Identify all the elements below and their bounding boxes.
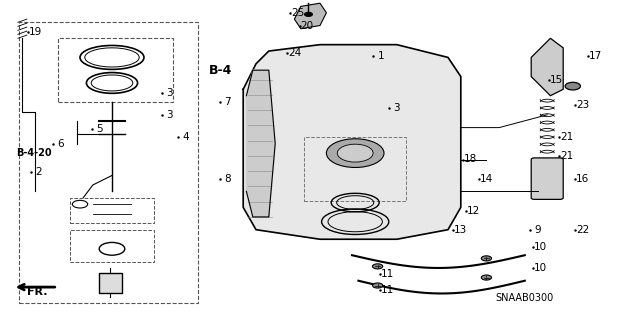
Circle shape [305, 12, 312, 16]
Bar [99, 273, 122, 293]
Text: 19: 19 [29, 27, 42, 37]
Text: 17: 17 [589, 51, 602, 61]
Text: 22: 22 [576, 225, 589, 235]
Text: 5: 5 [96, 124, 102, 134]
Text: 10: 10 [534, 263, 547, 273]
Polygon shape [294, 3, 326, 29]
Text: FR.: FR. [28, 287, 48, 297]
Circle shape [337, 144, 373, 162]
Text: 20: 20 [301, 20, 314, 31]
Text: 16: 16 [576, 174, 589, 184]
Text: 8: 8 [224, 174, 230, 184]
Text: 24: 24 [288, 48, 301, 58]
FancyBboxPatch shape [531, 158, 563, 199]
Bar [70, 198, 154, 223]
Text: 15: 15 [550, 75, 563, 85]
Text: 21: 21 [560, 151, 573, 161]
Polygon shape [246, 70, 275, 217]
Text: 3: 3 [394, 103, 400, 114]
Circle shape [565, 82, 580, 90]
Text: 3: 3 [166, 87, 173, 98]
Text: B-4-20: B-4-20 [16, 148, 52, 158]
Text: 7: 7 [224, 97, 230, 107]
Circle shape [481, 256, 492, 261]
Text: SNAAB0300: SNAAB0300 [495, 293, 554, 303]
Circle shape [481, 275, 492, 280]
Text: 14: 14 [480, 174, 493, 184]
Text: 11: 11 [381, 285, 394, 295]
Circle shape [372, 283, 383, 288]
Text: 13: 13 [454, 225, 467, 235]
Polygon shape [243, 45, 461, 239]
Text: 4: 4 [182, 132, 189, 142]
Text: 11: 11 [381, 269, 394, 279]
Text: 6: 6 [58, 138, 64, 149]
Text: 21: 21 [560, 132, 573, 142]
Bar [304, 137, 406, 201]
Text: 9: 9 [534, 225, 541, 235]
Text: 10: 10 [534, 242, 547, 252]
Text: B-4: B-4 [209, 64, 232, 77]
Text: 18: 18 [464, 154, 477, 165]
Text: 2: 2 [35, 167, 42, 177]
Text: 25: 25 [291, 8, 304, 18]
Text: 1: 1 [378, 51, 384, 61]
Circle shape [372, 264, 383, 269]
Text: 12: 12 [467, 205, 480, 216]
Text: 23: 23 [576, 100, 589, 110]
Bar [70, 230, 154, 262]
Polygon shape [531, 38, 563, 96]
Circle shape [326, 139, 384, 167]
Text: 3: 3 [166, 110, 173, 120]
